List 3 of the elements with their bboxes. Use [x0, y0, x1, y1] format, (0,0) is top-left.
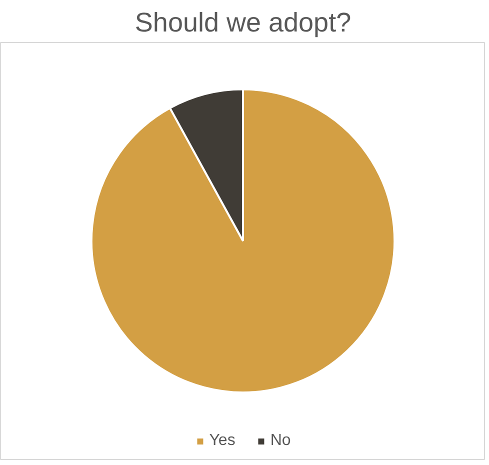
legend-label: No — [270, 432, 291, 450]
chart-title: Should we adopt? — [134, 8, 352, 38]
legend-label: Yes — [209, 432, 236, 450]
